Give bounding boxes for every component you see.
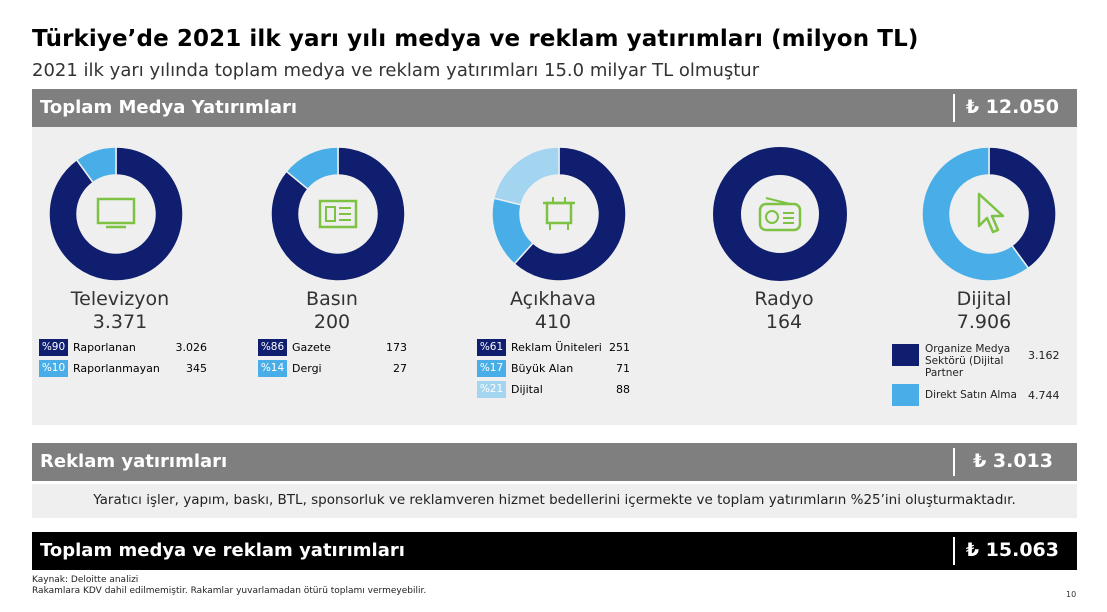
page-subtitle: 2021 ilk yarı yılında toplam medya ve re… <box>32 60 760 81</box>
media-total-bar: Toplam Medya Yatırımları ₺ 12.050 <box>32 89 1077 127</box>
donut-televizyon-slices <box>48 146 184 282</box>
category-name-radyo: Radyo <box>754 288 814 310</box>
page-title: Türkiye’de 2021 ilk yarı yılı medya ve r… <box>32 26 919 52</box>
legend-label: Büyük Alan <box>511 362 574 375</box>
legend-pct: %21 <box>477 381 506 398</box>
footer-note: Rakamlara KDV dahil edilmemiştir. Rakaml… <box>32 586 427 596</box>
grand-total-bar: Toplam medya ve reklam yatırımları ₺ 15.… <box>32 532 1077 570</box>
category-name-basin: Basın <box>306 288 358 310</box>
donut-televizyon <box>48 146 184 282</box>
media-total-amount: ₺ 12.050 <box>965 96 1059 118</box>
legend-value: 3.026 <box>175 341 208 354</box>
legend-swatch-organize <box>892 344 919 366</box>
donut-basin-slices <box>270 146 406 282</box>
legend-label: Raporlanan <box>73 341 136 354</box>
category-total-radyo: 164 <box>765 311 803 333</box>
cursor-icon <box>977 192 1005 234</box>
legend-pct: %61 <box>477 339 506 356</box>
bar-separator <box>953 94 955 122</box>
legend-label: Reklam Üniteleri <box>511 341 602 354</box>
legend-row: %14 Dergi 27 <box>258 360 408 377</box>
radio-icon <box>758 197 802 232</box>
legend-label: Organize Medya Sektörü (Dijital Partner <box>925 343 1011 379</box>
category-name-televizyon: Televizyon <box>70 288 170 310</box>
ad-total-amount: ₺ 3.013 <box>973 450 1053 472</box>
billboard-icon <box>543 197 575 230</box>
legend-label: Dergi <box>292 362 322 375</box>
legend-value: 345 <box>186 362 207 375</box>
category-total-acikhava: 410 <box>534 311 572 333</box>
legend-pct: %86 <box>258 339 287 356</box>
legend-row: %21 Dijital 88 <box>477 381 632 398</box>
legend-row: %10 Raporlanmayan 345 <box>39 360 209 377</box>
category-total-dijital: 7.906 <box>956 311 1012 333</box>
donut-slice <box>513 146 627 282</box>
ad-note: Yaratıcı işler, yapım, baskı, BTL, spons… <box>32 484 1077 518</box>
grand-total-amount: ₺ 15.063 <box>965 539 1059 561</box>
legend-value: 27 <box>393 362 407 375</box>
legend-swatch-direkt <box>892 384 919 406</box>
donut-acikhava-slices <box>491 146 627 282</box>
donut-radyo <box>713 147 847 281</box>
legend-row: %86 Gazete 173 <box>258 339 408 356</box>
legend-value: 88 <box>616 383 630 396</box>
donut-dijital <box>921 146 1057 282</box>
bar-separator <box>953 537 955 565</box>
donut-acikhava <box>491 146 627 282</box>
donut-slice <box>921 146 1030 282</box>
donut-dijital-slices <box>921 146 1057 282</box>
donut-slice <box>48 146 184 282</box>
category-total-basin: 200 <box>313 311 351 333</box>
legend-value: 251 <box>609 341 630 354</box>
legend-pct: %17 <box>477 360 506 377</box>
legend-value: 173 <box>386 341 407 354</box>
ad-total-label: Reklam yatırımları <box>40 451 228 472</box>
legend-row: %17 Büyük Alan 71 <box>477 360 632 377</box>
legend-label: Direkt Satın Alma <box>925 389 1017 401</box>
donut-radyo-slices <box>713 147 847 281</box>
donut-slice <box>270 146 406 282</box>
legend-value: 3.162 <box>1028 349 1060 362</box>
legend-pct: %90 <box>39 339 68 356</box>
category-name-dijital: Dijital <box>956 288 1012 310</box>
page-number: 10 <box>1066 590 1077 599</box>
legend-label: Dijital <box>511 383 543 396</box>
legend-value: 71 <box>616 362 630 375</box>
category-name-acikhava: Açıkhava <box>510 288 596 310</box>
donut-slice <box>988 146 1057 270</box>
donut-slice <box>285 146 339 191</box>
media-total-label: Toplam Medya Yatırımları <box>40 97 298 118</box>
footer-source: Kaynak: Deloitte analizi <box>32 575 139 585</box>
donut-basin <box>270 146 406 282</box>
legend-label: Raporlanmayan <box>73 362 160 375</box>
ad-total-bar: Reklam yatırımları ₺ 3.013 <box>32 443 1077 481</box>
legend-value: 4.744 <box>1028 389 1060 402</box>
legend-row: %61 Reklam Üniteleri 251 <box>477 339 632 356</box>
donut-slice <box>713 147 847 281</box>
legend-row: %90 Raporlanan 3.026 <box>39 339 209 356</box>
bar-separator <box>953 448 955 476</box>
donut-slice <box>492 146 560 206</box>
tv-icon <box>96 197 136 229</box>
donut-slice <box>75 146 117 184</box>
legend-pct: %10 <box>39 360 68 377</box>
category-total-televizyon: 3.371 <box>92 311 148 333</box>
legend-pct: %14 <box>258 360 287 377</box>
newspaper-icon <box>318 199 358 229</box>
grand-total-label: Toplam medya ve reklam yatırımları <box>40 540 405 561</box>
legend-label: Gazete <box>292 341 331 354</box>
